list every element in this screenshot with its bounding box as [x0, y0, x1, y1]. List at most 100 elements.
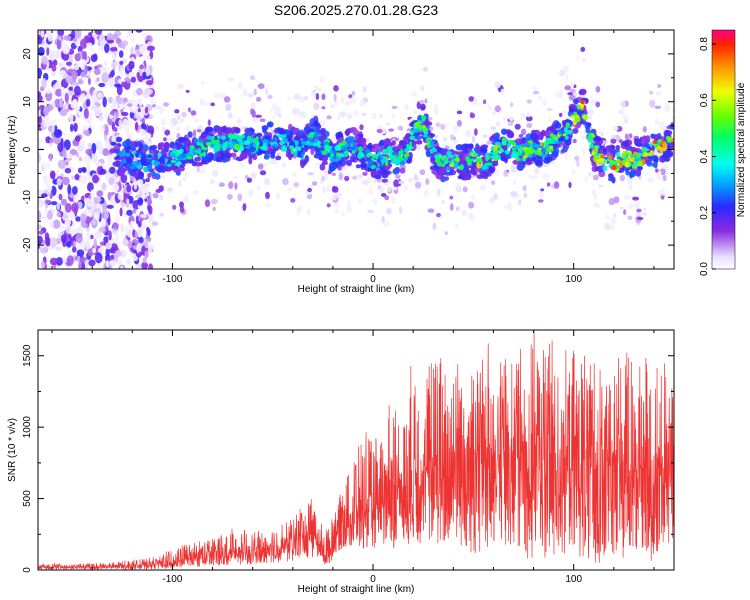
colorbar: 0.0 0.2 0.4 0.6 0.8 Normalized spectral ampl…: [699, 29, 747, 276]
spectrogram-cell: [670, 138, 674, 142]
spectrogram-cell: [517, 164, 524, 170]
spectrogram-cell: [562, 133, 567, 137]
spectrogram-cell: [72, 99, 79, 108]
spectrogram-cell: [146, 158, 152, 163]
spectrogram-cell: [197, 148, 201, 153]
spectrogram-cell: [62, 51, 70, 61]
spectrogram-cell: [126, 259, 131, 265]
spectrogram-cell: [346, 200, 351, 207]
spectrogram-cell: [296, 207, 302, 216]
spectrogram-cell: [547, 137, 554, 143]
spectrogram-cell: [301, 140, 306, 145]
spectrogram-cell: [104, 112, 109, 119]
spectrogram-cell: [100, 66, 106, 74]
spectrogram-cell: [377, 184, 382, 190]
spectrogram-cell: [93, 196, 99, 204]
spectrogram-cell: [84, 64, 88, 75]
spectrogram-cell: [641, 147, 648, 153]
spectrogram-cell: [49, 49, 57, 56]
spectrogram-cell: [473, 98, 478, 104]
spectrogram-cell: [72, 186, 78, 195]
spectrogram-cell: [75, 233, 83, 244]
spectrogram-cell: [274, 136, 278, 143]
spectrogram-cell: [610, 217, 617, 225]
spectrogram-cell: [277, 113, 282, 118]
spectrogram-cell: [399, 167, 406, 174]
spectrogram-cell: [237, 193, 243, 202]
spectrogram-cell: [387, 186, 392, 193]
snr-y-ticks: 0 500 1000 1500: [22, 344, 674, 573]
spectrogram-cell: [362, 171, 368, 176]
spectrogram-cell: [334, 202, 340, 208]
spectrogram-cell: [224, 140, 229, 147]
spectrogram-cell: [434, 107, 439, 116]
spectrogram-cell: [267, 121, 274, 128]
spectrogram-cell: [449, 154, 454, 158]
spectrogram-cell: [558, 140, 564, 145]
spectrogram-cell: [172, 148, 177, 153]
spectrogram-cell: [315, 130, 319, 135]
spectrogram-cell: [641, 137, 647, 145]
spectrogram-cell: [63, 139, 71, 151]
spectrogram-cell: [207, 119, 211, 126]
spectrogram-cell: [554, 122, 562, 129]
spectrogram-cell: [142, 71, 147, 78]
spectrogram-cell: [385, 207, 393, 215]
spectrogram-cell: [423, 133, 428, 138]
spectrogram-cell: [628, 157, 635, 162]
spectrogram-cell: [137, 197, 144, 206]
spectrogram-cell: [443, 161, 448, 164]
spectrogram-cell: [81, 50, 86, 61]
spectrogram-cell: [179, 206, 185, 213]
spectrogram-cell: [470, 195, 476, 200]
spectrogram-cell: [595, 86, 601, 93]
spectrogram-cell: [242, 203, 247, 212]
spectrogram-cell: [543, 173, 550, 181]
spectrogram-cell: [74, 53, 82, 62]
spectrogram-cell: [605, 145, 612, 152]
spectrogram-cell: [213, 92, 221, 99]
spectrogram-cell: [553, 181, 560, 189]
spectrogram-cell: [548, 145, 554, 150]
spectrogram-cell: [242, 89, 248, 97]
spectrogram-cell: [107, 191, 112, 201]
spectrogram-cell: [72, 246, 77, 253]
spectrogram-cell: [304, 155, 310, 163]
spectrogram-cell: [409, 130, 414, 136]
spectrogram-cell: [83, 108, 89, 119]
spectrogram-cell: [96, 92, 103, 99]
spectrogram-cell: [227, 77, 235, 82]
spectrogram-cell: [336, 152, 341, 157]
spectrogram-cell: [334, 145, 341, 151]
spectrogram-cell: [146, 45, 155, 51]
spectrogram-cell: [122, 97, 128, 103]
spectrogram-cell: [559, 112, 563, 117]
spectrogram-cell: [367, 209, 374, 214]
spectrogram-cell: [44, 115, 50, 122]
spectrogram-cell: [522, 185, 527, 192]
spectrogram-cell: [503, 170, 509, 177]
spectrogram-cell: [378, 161, 383, 166]
spectrogram-cell: [593, 193, 598, 201]
spectrogram-cell: [91, 247, 97, 254]
spectrogram-cell: [200, 153, 204, 157]
spectrogram-cell: [196, 129, 202, 133]
spectrogram-cell: [65, 161, 69, 166]
spectrogram-cell: [194, 118, 200, 123]
spectrogram-cell: [362, 86, 367, 93]
spectrogram-cell: [542, 99, 547, 107]
spectrogram-cell: [145, 132, 152, 138]
spectrogram-cell: [608, 173, 614, 179]
spectrogram-cell: [670, 141, 674, 149]
spectrogram-cell: [319, 163, 326, 171]
spectrogram-cell: [391, 105, 398, 110]
spectrogram-cell: [184, 171, 190, 178]
spectrogram-cell: [442, 136, 448, 142]
spectrogram-cell: [73, 122, 78, 132]
spectrogram-cell: [38, 224, 43, 230]
snr-frame: [37, 329, 675, 571]
spectrogram-cell: [421, 118, 426, 122]
spectrogram-cell: [493, 193, 498, 200]
spectrogram-cell: [440, 123, 446, 130]
spectrogram-cell: [386, 145, 393, 152]
